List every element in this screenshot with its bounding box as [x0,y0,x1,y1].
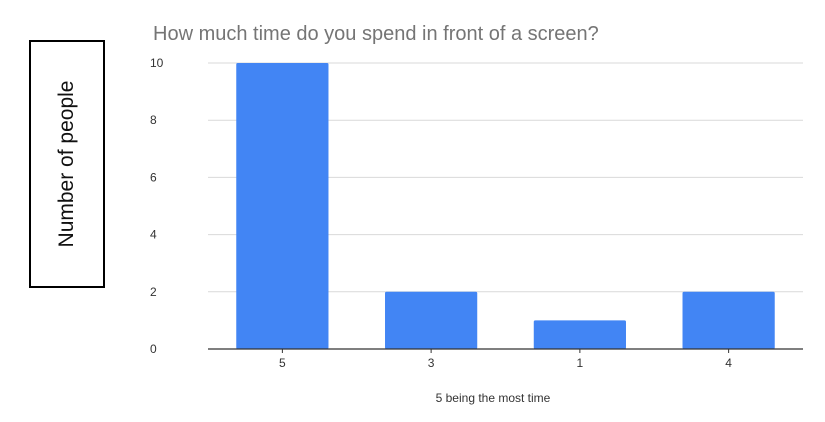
x-tick-label: 3 [428,356,435,370]
y-tick-label: 6 [150,170,157,184]
bar-1 [533,320,626,349]
bar-3 [385,291,478,349]
chart-title: How much time do you spend in front of a… [153,23,599,45]
y-tick-label: 8 [150,113,157,127]
bar-4 [682,291,775,349]
y-tick-label: 2 [150,285,157,299]
x-axis-label: 5 being the most time [436,391,551,405]
x-tick-label: 5 [279,356,286,370]
bar-5 [236,63,329,349]
y-axis-label-box: Number of people [29,40,105,288]
y-tick-label: 0 [150,342,157,356]
x-tick-label: 1 [577,356,584,370]
y-tick-label: 4 [150,228,157,242]
y-tick-label: 10 [150,56,164,70]
x-tick-label: 4 [725,356,732,370]
